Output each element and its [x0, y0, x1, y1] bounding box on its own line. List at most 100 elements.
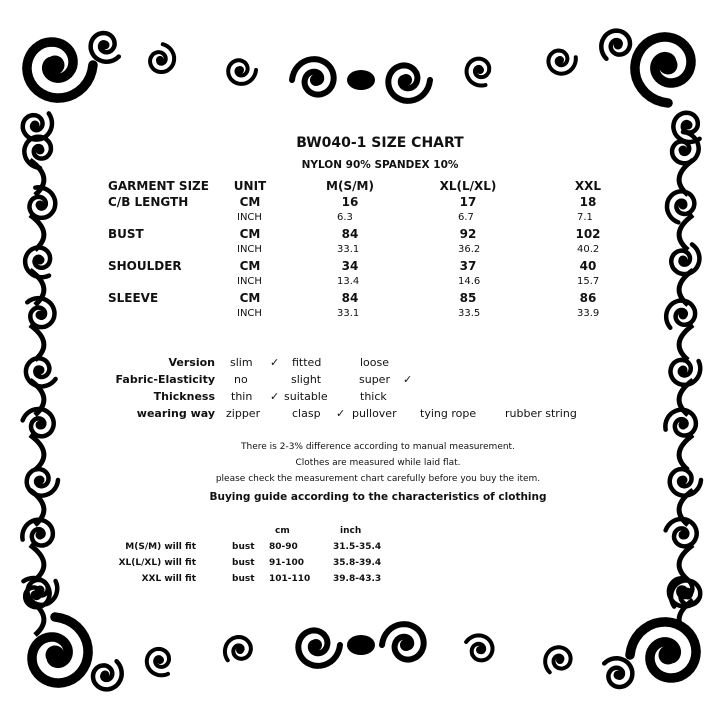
side-scroll: [667, 466, 704, 498]
corner-scroll: [27, 612, 93, 688]
side-vine: [28, 212, 47, 252]
cm-value: 17: [459, 195, 477, 209]
header-garment-size: GARMENT SIZE: [108, 179, 209, 193]
fit-cm: 91-100: [269, 558, 305, 568]
elasticity-label: Fabric-Elasticity: [115, 373, 215, 386]
side-scroll: [22, 134, 54, 171]
side-vine: [676, 212, 695, 252]
unit-cm: CM: [239, 227, 261, 241]
inch-value: 33.5: [458, 308, 481, 319]
side-vine: [28, 377, 47, 417]
inch-value: 15.7: [577, 276, 600, 287]
side-scroll: [663, 407, 699, 438]
center-scroll: [385, 62, 433, 104]
corner-scroll: [88, 30, 122, 64]
header-size-m: M(S/M): [326, 179, 374, 193]
side-vine: [28, 542, 47, 582]
corner-scroll: [671, 110, 702, 145]
inch-value: 33.9: [577, 308, 600, 319]
corner-scroll: [90, 658, 124, 692]
note-line: please check the measurement chart caref…: [215, 474, 541, 484]
row-label: BUST: [108, 227, 144, 241]
option-slight: slight: [291, 373, 322, 386]
option-clasp: clasp: [292, 407, 321, 420]
option-fitted: fitted: [292, 356, 322, 369]
edge-scroll: [144, 646, 172, 678]
unit-cm: CM: [239, 195, 261, 209]
inch-value: 6.7: [458, 212, 474, 223]
inch-value: 33.1: [337, 244, 360, 255]
side-vine: [28, 157, 47, 197]
cm-value: 18: [579, 195, 597, 209]
side-scroll: [20, 517, 56, 548]
cm-value: 40: [579, 259, 597, 273]
side-vine: [676, 597, 695, 637]
option-pullover: pullover: [352, 407, 397, 420]
fit-inch: 35.8-39.4: [333, 558, 382, 568]
cm-value: 37: [459, 259, 477, 273]
unit-inch: INCH: [237, 244, 262, 255]
header-size-xxl: XXL: [574, 179, 602, 193]
center-scroll: [295, 627, 343, 669]
edge-scroll: [543, 645, 573, 675]
cm-value: 86: [579, 291, 597, 305]
fit-inch: 39.8-43.3: [333, 574, 382, 584]
cm-value: 84: [341, 291, 359, 305]
option-tying-rope: tying rope: [420, 407, 477, 420]
side-scroll: [20, 406, 56, 439]
edge-scroll: [464, 56, 492, 88]
thickness-label: Thickness: [153, 390, 215, 403]
side-scroll: [22, 245, 53, 280]
fit-part: bust: [232, 574, 255, 584]
fit-label: XL(L/XL) will fit: [118, 558, 196, 568]
inch-value: 33.1: [337, 308, 360, 319]
center-scroll: [379, 621, 427, 663]
side-vine: [676, 487, 695, 527]
corner-scroll: [20, 111, 55, 142]
inch-value: 13.4: [337, 276, 360, 287]
fit-cm: 80-90: [269, 542, 298, 552]
header-unit: UNIT: [233, 179, 267, 193]
fit-cm: 101-110: [269, 574, 311, 584]
option-zipper: zipper: [226, 407, 261, 420]
side-scroll: [666, 575, 701, 609]
unit-cm: CM: [239, 291, 261, 305]
side-scroll: [668, 242, 702, 277]
fit-part: bust: [232, 542, 255, 552]
fit-inch: 31.5-35.4: [333, 542, 382, 552]
cm-value: 16: [341, 195, 359, 209]
center-medallion: [347, 70, 375, 90]
inch-value: 6.3: [337, 212, 353, 223]
center-medallion: [347, 635, 375, 655]
check-icon: ✓: [336, 407, 346, 420]
inch-value: 40.2: [577, 244, 600, 255]
side-scroll: [25, 577, 60, 608]
check-icon: ✓: [270, 390, 280, 403]
option-rubber-string: rubber string: [505, 407, 577, 420]
side-scroll: [663, 516, 699, 549]
side-vine: [676, 432, 695, 472]
edge-scroll: [546, 48, 578, 76]
center-scroll: [289, 56, 337, 98]
side-vine: [28, 267, 47, 307]
chart-title: BW040-1 SIZE CHART: [296, 135, 464, 151]
fit-label: XXL will fit: [141, 574, 196, 584]
buying-guide-title: Buying guide according to the characteri…: [209, 491, 547, 503]
inch-value: 14.6: [458, 276, 481, 287]
wearing-label: wearing way: [136, 407, 215, 420]
check-icon: ✓: [403, 373, 413, 386]
row-label: SLEEVE: [108, 291, 159, 305]
edge-scroll: [148, 42, 177, 75]
side-vine: [676, 322, 695, 362]
material-text: NYLON 90% SPANDEX 10%: [301, 159, 459, 171]
row-label: C/B LENGTH: [108, 195, 189, 209]
side-vine: [676, 542, 695, 582]
option-thick: thick: [360, 390, 387, 403]
side-vine: [28, 432, 47, 472]
inch-value: 7.1: [577, 212, 593, 223]
side-scroll: [25, 295, 57, 330]
edge-scroll: [464, 633, 495, 663]
guide-col-cm: cm: [275, 526, 290, 536]
corner-scroll: [625, 617, 701, 683]
